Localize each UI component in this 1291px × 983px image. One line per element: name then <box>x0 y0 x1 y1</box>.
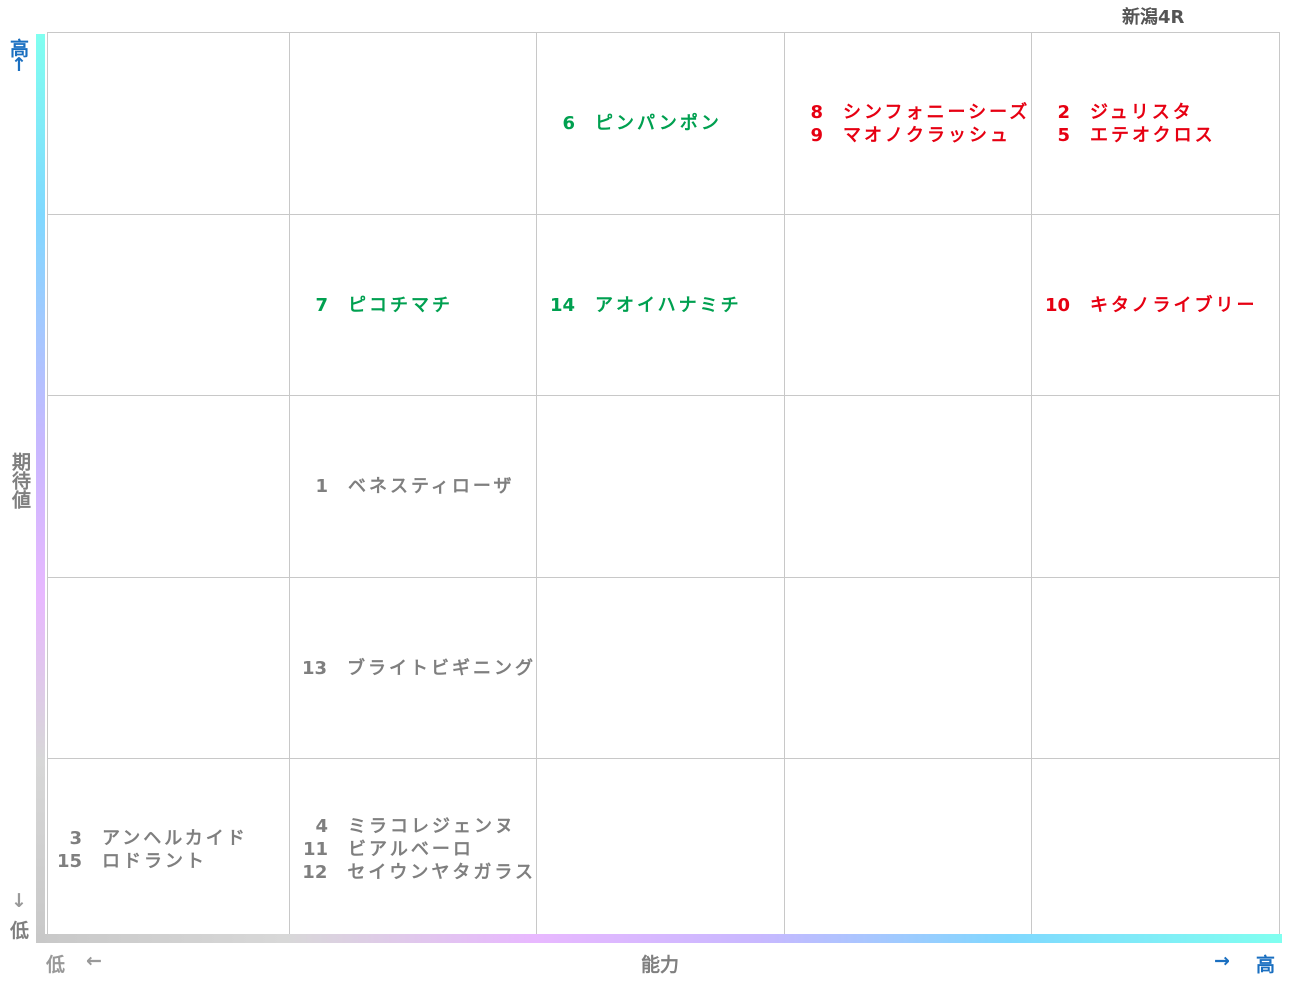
cell: 3 アンヘルカイド 15 ロドラント <box>48 759 290 941</box>
entry: 14 アオイハナミチ <box>541 294 784 317</box>
entry-number: 11 <box>302 839 328 860</box>
entry: 11 ビアルベーロ <box>294 838 536 861</box>
entry-name: ピンパンポン <box>595 113 722 134</box>
y-low-arrow: ↓ <box>11 890 27 912</box>
entry: 15 ロドラント <box>48 850 289 873</box>
cell: 14 アオイハナミチ <box>537 215 785 396</box>
cell: 8 シンフォニーシーズ 9 マオノクラッシュ <box>785 33 1032 215</box>
cell: 6 ピンパンポン <box>537 33 785 215</box>
grid: 6 ピンパンポン 8 シンフォニーシーズ 9 マオノクラッシュ 2 ジュリスタ 5 エテオクロス 7… <box>47 32 1280 941</box>
cell <box>48 215 290 396</box>
y-label: 期待値 <box>9 452 31 509</box>
entry-name: ブライトビギニング <box>347 657 536 679</box>
entry-number: 9 <box>810 124 823 146</box>
entry-number: 2 <box>1057 101 1070 123</box>
entry: 12 セイウンヤタガラス <box>294 861 536 884</box>
cell: 7 ピコチマチ <box>290 215 537 396</box>
entry-number: 8 <box>810 101 823 123</box>
entry-number: 5 <box>1057 124 1070 146</box>
entry-name: アオイハナミチ <box>595 294 742 316</box>
entry: 9 マオノクラッシュ <box>789 124 1031 147</box>
cell: 1 ベネスティローザ <box>290 396 537 578</box>
entry: 13 ブライトビギニング <box>294 657 536 680</box>
entry: 1 ベネスティローザ <box>294 475 536 498</box>
entry: 10 キタノライブリー <box>1036 294 1279 317</box>
x-label: 能力 <box>641 954 680 976</box>
cell <box>785 396 1032 578</box>
cell <box>785 759 1032 941</box>
entry-name: ジュリスタ <box>1090 101 1194 123</box>
x-high-arrow: → <box>1214 950 1230 972</box>
entry-number: 3 <box>69 827 82 849</box>
cell <box>1032 759 1280 941</box>
entry: 5 エテオクロス <box>1036 124 1279 147</box>
x-low: 低 <box>46 954 66 976</box>
cell <box>537 396 785 578</box>
entry-name: ビアルベーロ <box>348 839 474 860</box>
entry: 2 ジュリスタ <box>1036 101 1279 124</box>
cell: 10 キタノライブリー <box>1032 215 1280 396</box>
entry-number: 10 <box>1044 294 1070 316</box>
entry-name: キタノライブリー <box>1090 294 1258 316</box>
entry: 7 ピコチマチ <box>294 294 536 317</box>
entry-number: 12 <box>302 862 328 883</box>
cell <box>785 215 1032 396</box>
cell <box>1032 396 1280 578</box>
x-axis-bar <box>36 934 1282 943</box>
entry-number: 7 <box>315 294 328 316</box>
cell <box>48 33 290 215</box>
entry-number: 14 <box>549 294 575 316</box>
entry-number: 1 <box>315 476 328 497</box>
entry: 3 アンヘルカイド <box>48 827 289 850</box>
cell <box>537 759 785 941</box>
x-high: 高 <box>1256 954 1276 976</box>
cell: 4 ミラコレジェンヌ 11 ビアルベーロ 12 セイウンヤタガラス <box>290 759 537 941</box>
entry-name: セイウンヤタガラス <box>347 862 536 883</box>
cell: 13 ブライトビギニング <box>290 578 537 759</box>
cell <box>537 578 785 759</box>
y-high: 高 <box>10 38 30 60</box>
entry-name: エテオクロス <box>1090 124 1216 146</box>
entry-name: ピコチマチ <box>348 294 453 316</box>
cell <box>785 578 1032 759</box>
entry-number: 4 <box>315 816 328 837</box>
entry: 8 シンフォニーシーズ <box>789 101 1031 124</box>
y-axis-bar <box>36 34 45 942</box>
entry-name: ロドラント <box>102 850 207 872</box>
x-low-arrow: ← <box>86 950 102 972</box>
cell <box>1032 578 1280 759</box>
entry: 4 ミラコレジェンヌ <box>294 815 536 838</box>
entry-name: ミラコレジェンヌ <box>348 816 516 837</box>
entry-number: 6 <box>562 113 575 134</box>
entry-name: ベネスティローザ <box>348 476 515 497</box>
cell: 2 ジュリスタ 5 エテオクロス <box>1032 33 1280 215</box>
y-high-arrow: ↑ <box>11 54 27 76</box>
y-low: 低 <box>10 920 30 942</box>
entry: 6 ピンパンポン <box>541 112 784 135</box>
entry-number: 15 <box>56 850 82 872</box>
entry-name: マオノクラッシュ <box>843 124 1011 146</box>
entry-number: 13 <box>301 657 327 679</box>
cell <box>48 578 290 759</box>
entry-name: アンヘルカイド <box>102 827 248 849</box>
cell <box>48 396 290 578</box>
title: 新潟4R <box>1122 7 1185 28</box>
entry-name: シンフォニーシーズ <box>843 101 1031 123</box>
cell <box>290 33 537 215</box>
